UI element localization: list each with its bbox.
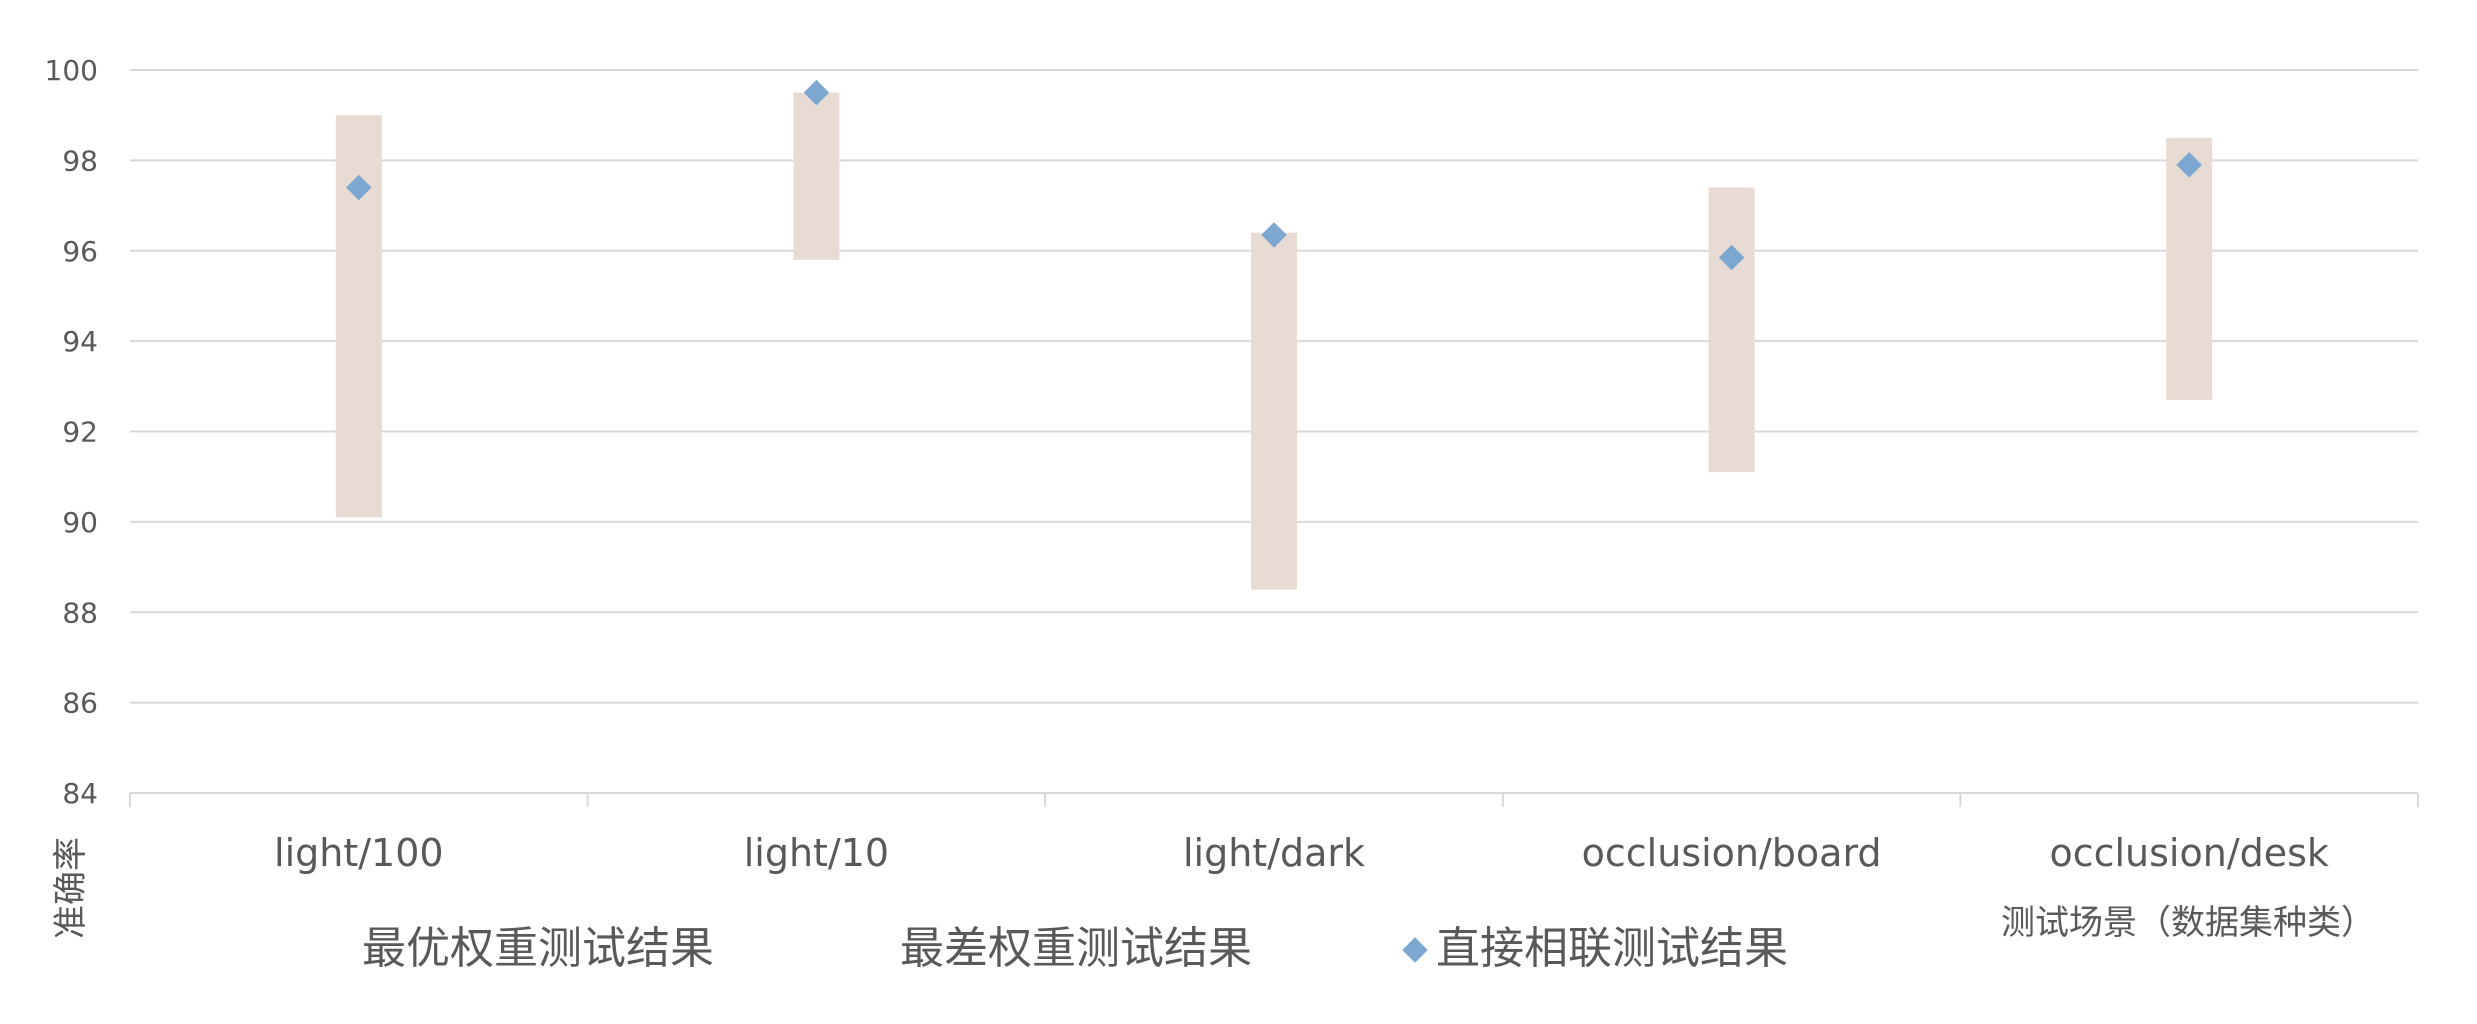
range-bars (335, 92, 2213, 590)
y-axis-tick-labels: 100 98 96 94 92 90 88 86 84 (45, 54, 98, 810)
y-tick-label: 98 (62, 144, 98, 177)
x-axis (129, 793, 2419, 807)
x-axis-tick-labels: light/100 light/10 light/dark occlusion/boa… (274, 831, 2329, 875)
x-tick-label: light/10 (744, 831, 889, 875)
x-tick-label: occlusion/board (1582, 831, 1882, 875)
legend-label-best-weight: 最优权重测试结果 (362, 923, 714, 974)
legend-label-direct-association: 直接相联测试结果 (1436, 923, 1788, 974)
y-tick-label: 86 (62, 687, 98, 720)
data-point-marker (346, 174, 372, 201)
legend-label-worst-weight: 最差权重测试结果 (900, 923, 1252, 974)
range-bar (1251, 232, 1297, 590)
y-tick-label: 96 (62, 235, 98, 268)
markers (346, 79, 2202, 271)
x-tick-label: light/100 (274, 831, 444, 875)
y-tick-label: 84 (62, 777, 98, 810)
x-axis-title: 测试场景（数据集种类） (2001, 903, 2375, 943)
legend: 最优权重测试结果 最差权重测试结果 直接相联测试结果 (362, 923, 1788, 974)
range-bar (2166, 137, 2213, 400)
y-tick-label: 94 (62, 325, 98, 358)
x-tick-label: occlusion/desk (2049, 831, 2328, 875)
y-tick-label: 92 (62, 416, 98, 449)
y-tick-label: 90 (62, 506, 98, 539)
range-bar (793, 92, 840, 260)
data-point-marker (803, 79, 830, 106)
range-bar (1708, 187, 1755, 473)
x-tick-label: light/dark (1183, 831, 1365, 875)
y-tick-label: 100 (45, 54, 98, 87)
legend-diamond-marker (1402, 937, 1428, 963)
y-axis-title: 准确率 (51, 837, 91, 939)
y-tick-label: 88 (62, 596, 98, 629)
